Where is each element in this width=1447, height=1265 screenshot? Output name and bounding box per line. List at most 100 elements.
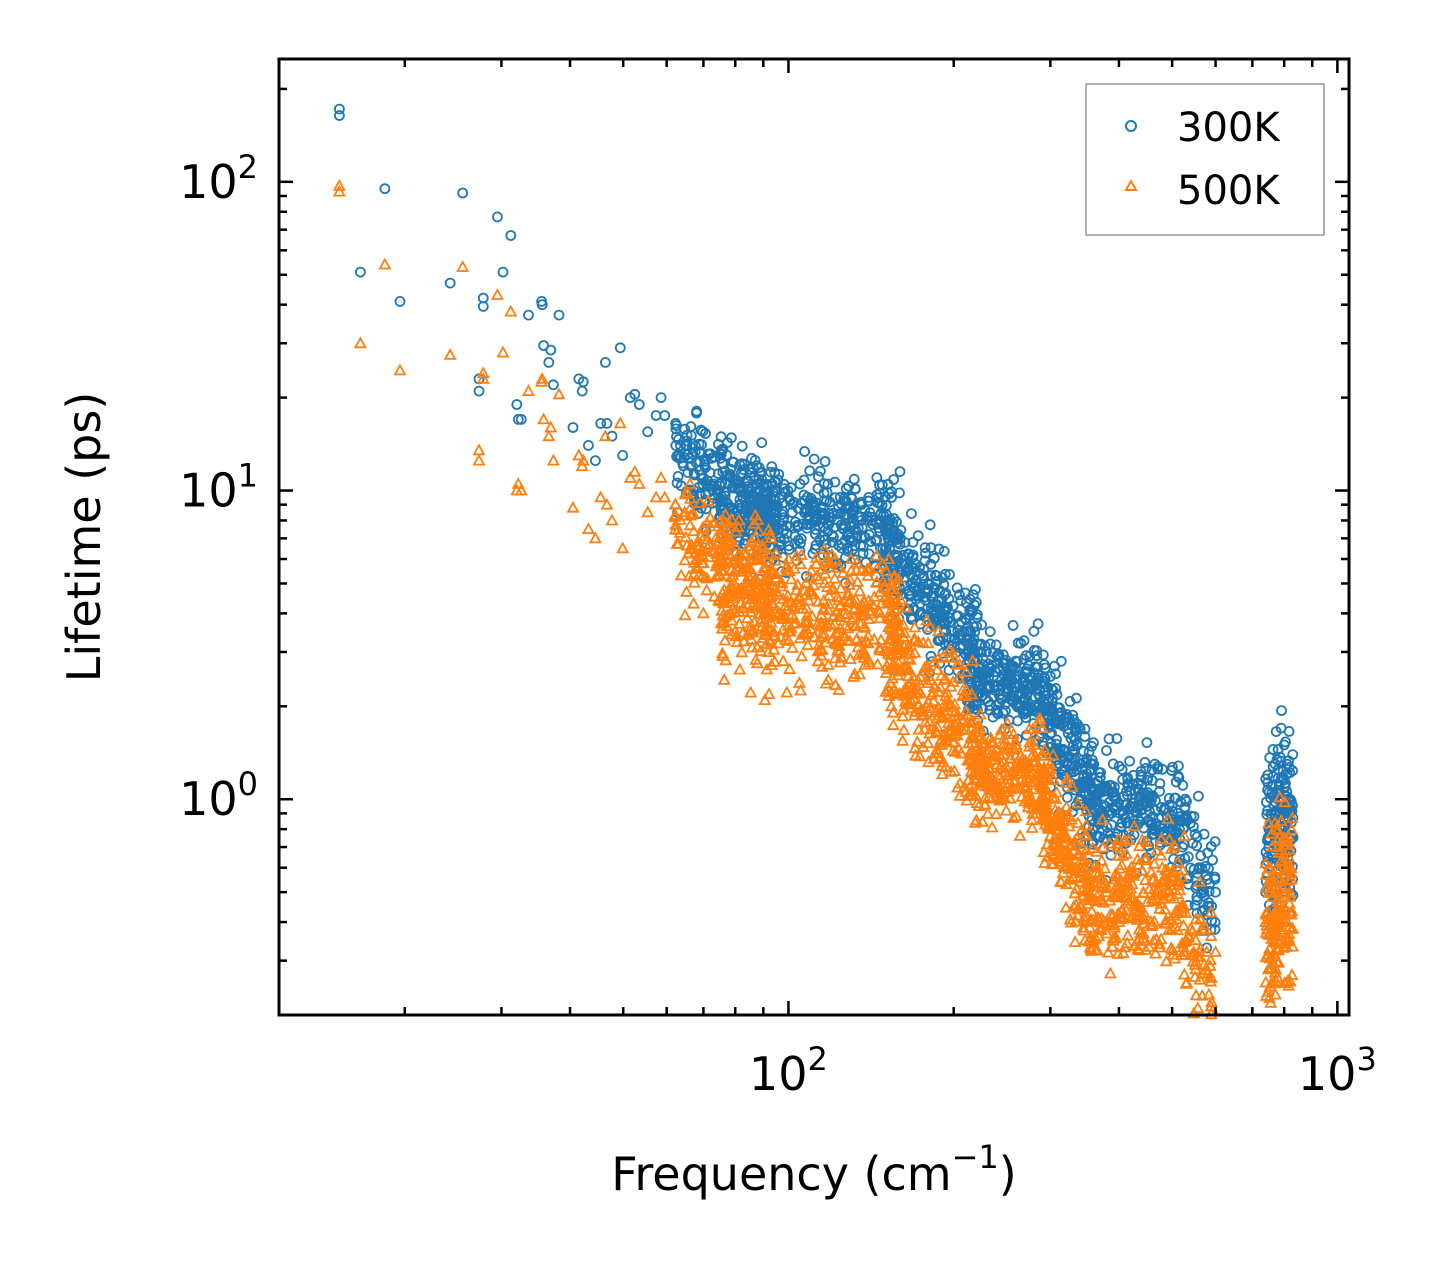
- point-500k: [1272, 919, 1286, 932]
- point-300k: [1127, 778, 1138, 790]
- point-500k: [1093, 870, 1107, 883]
- point-500k: [511, 477, 525, 489]
- point-500k: [883, 676, 897, 689]
- point-500k: [1270, 862, 1284, 874]
- legend-marker-500k: [1124, 178, 1138, 191]
- point-500k: [916, 709, 930, 721]
- point-300k: [1205, 841, 1217, 852]
- point-500k: [921, 755, 936, 768]
- point-300k: [1047, 685, 1059, 696]
- point-300k: [724, 468, 736, 480]
- point-500k: [1057, 844, 1071, 856]
- point-500k: [1071, 816, 1085, 828]
- point-500k: [993, 748, 1007, 761]
- point-500k: [918, 715, 932, 728]
- point-300k: [773, 468, 785, 480]
- point-300k: [1133, 778, 1144, 790]
- point-300k: [1122, 778, 1133, 790]
- point-500k: [1086, 841, 1100, 854]
- point-300k: [920, 547, 931, 559]
- point-500k: [1155, 860, 1169, 873]
- point-300k: [713, 438, 724, 450]
- point-300k: [818, 502, 829, 513]
- point-300k: [1071, 692, 1082, 704]
- point-300k: [902, 563, 913, 575]
- point-300k: [815, 465, 826, 477]
- point-300k: [785, 482, 797, 494]
- point-300k: [1095, 767, 1106, 779]
- point-500k: [1037, 845, 1051, 857]
- point-300k: [1078, 769, 1090, 781]
- point-300k: [843, 502, 855, 514]
- point-300k: [945, 625, 957, 637]
- point-300k: [1075, 758, 1087, 769]
- point-500k: [683, 518, 697, 531]
- point-500k: [1158, 872, 1172, 885]
- point-500k: [1111, 947, 1125, 959]
- point-500k: [794, 683, 808, 696]
- point-300k: [906, 508, 917, 519]
- point-500k: [884, 622, 898, 635]
- point-300k: [1189, 899, 1201, 911]
- point-300k: [1101, 745, 1112, 756]
- point-500k: [889, 663, 903, 675]
- point-500k: [809, 557, 823, 569]
- point-500k: [709, 569, 723, 582]
- point-500k: [919, 659, 934, 671]
- point-500k: [959, 683, 973, 696]
- point-300k: [747, 482, 758, 494]
- point-500k: [1261, 962, 1275, 975]
- point-300k: [1003, 671, 1015, 683]
- point-500k: [720, 608, 734, 621]
- point-500k: [935, 767, 949, 780]
- point-300k: [1098, 809, 1110, 821]
- point-500k: [978, 797, 992, 810]
- point-300k: [1018, 635, 1030, 647]
- point-300k: [553, 309, 565, 321]
- point-500k: [1005, 764, 1019, 777]
- point-300k: [354, 266, 366, 278]
- point-500k: [959, 665, 973, 677]
- point-500k: [1073, 899, 1087, 912]
- point-500k: [623, 470, 637, 483]
- point-300k: [1166, 800, 1178, 812]
- point-500k: [687, 524, 701, 536]
- point-300k: [473, 385, 485, 397]
- point-500k: [1096, 812, 1110, 825]
- point-500k: [1286, 922, 1300, 934]
- point-500k: [605, 513, 619, 526]
- legend-marker-300k: [1125, 120, 1137, 132]
- point-500k: [594, 490, 608, 503]
- point-300k: [981, 646, 992, 658]
- point-300k: [737, 469, 749, 480]
- point-500k: [890, 638, 904, 651]
- point-500k: [749, 652, 763, 665]
- point-500k: [1025, 821, 1039, 833]
- point-500k: [1096, 840, 1110, 853]
- point-500k: [1127, 897, 1141, 910]
- point-500k: [687, 596, 701, 609]
- point-500k: [1277, 830, 1291, 843]
- point-500k: [393, 363, 407, 376]
- point-500k: [761, 645, 775, 657]
- point-300k: [1181, 813, 1193, 825]
- point-500k: [731, 520, 745, 532]
- point-500k: [1038, 743, 1052, 756]
- point-500k: [921, 736, 935, 749]
- point-500k: [1043, 757, 1057, 770]
- point-500k: [353, 336, 367, 349]
- point-500k: [756, 631, 770, 643]
- point-300k: [1195, 850, 1207, 862]
- point-500k: [1264, 996, 1278, 1008]
- point-300k: [617, 449, 629, 461]
- point-500k: [1067, 899, 1081, 912]
- point-500k: [822, 589, 836, 601]
- point-300k: [512, 413, 524, 425]
- point-500k: [1179, 977, 1193, 989]
- point-300k: [794, 478, 806, 490]
- point-500k: [1124, 911, 1138, 924]
- point-500k: [966, 728, 980, 741]
- point-500k: [1090, 876, 1104, 889]
- point-500k: [1060, 854, 1075, 867]
- point-500k: [785, 641, 799, 653]
